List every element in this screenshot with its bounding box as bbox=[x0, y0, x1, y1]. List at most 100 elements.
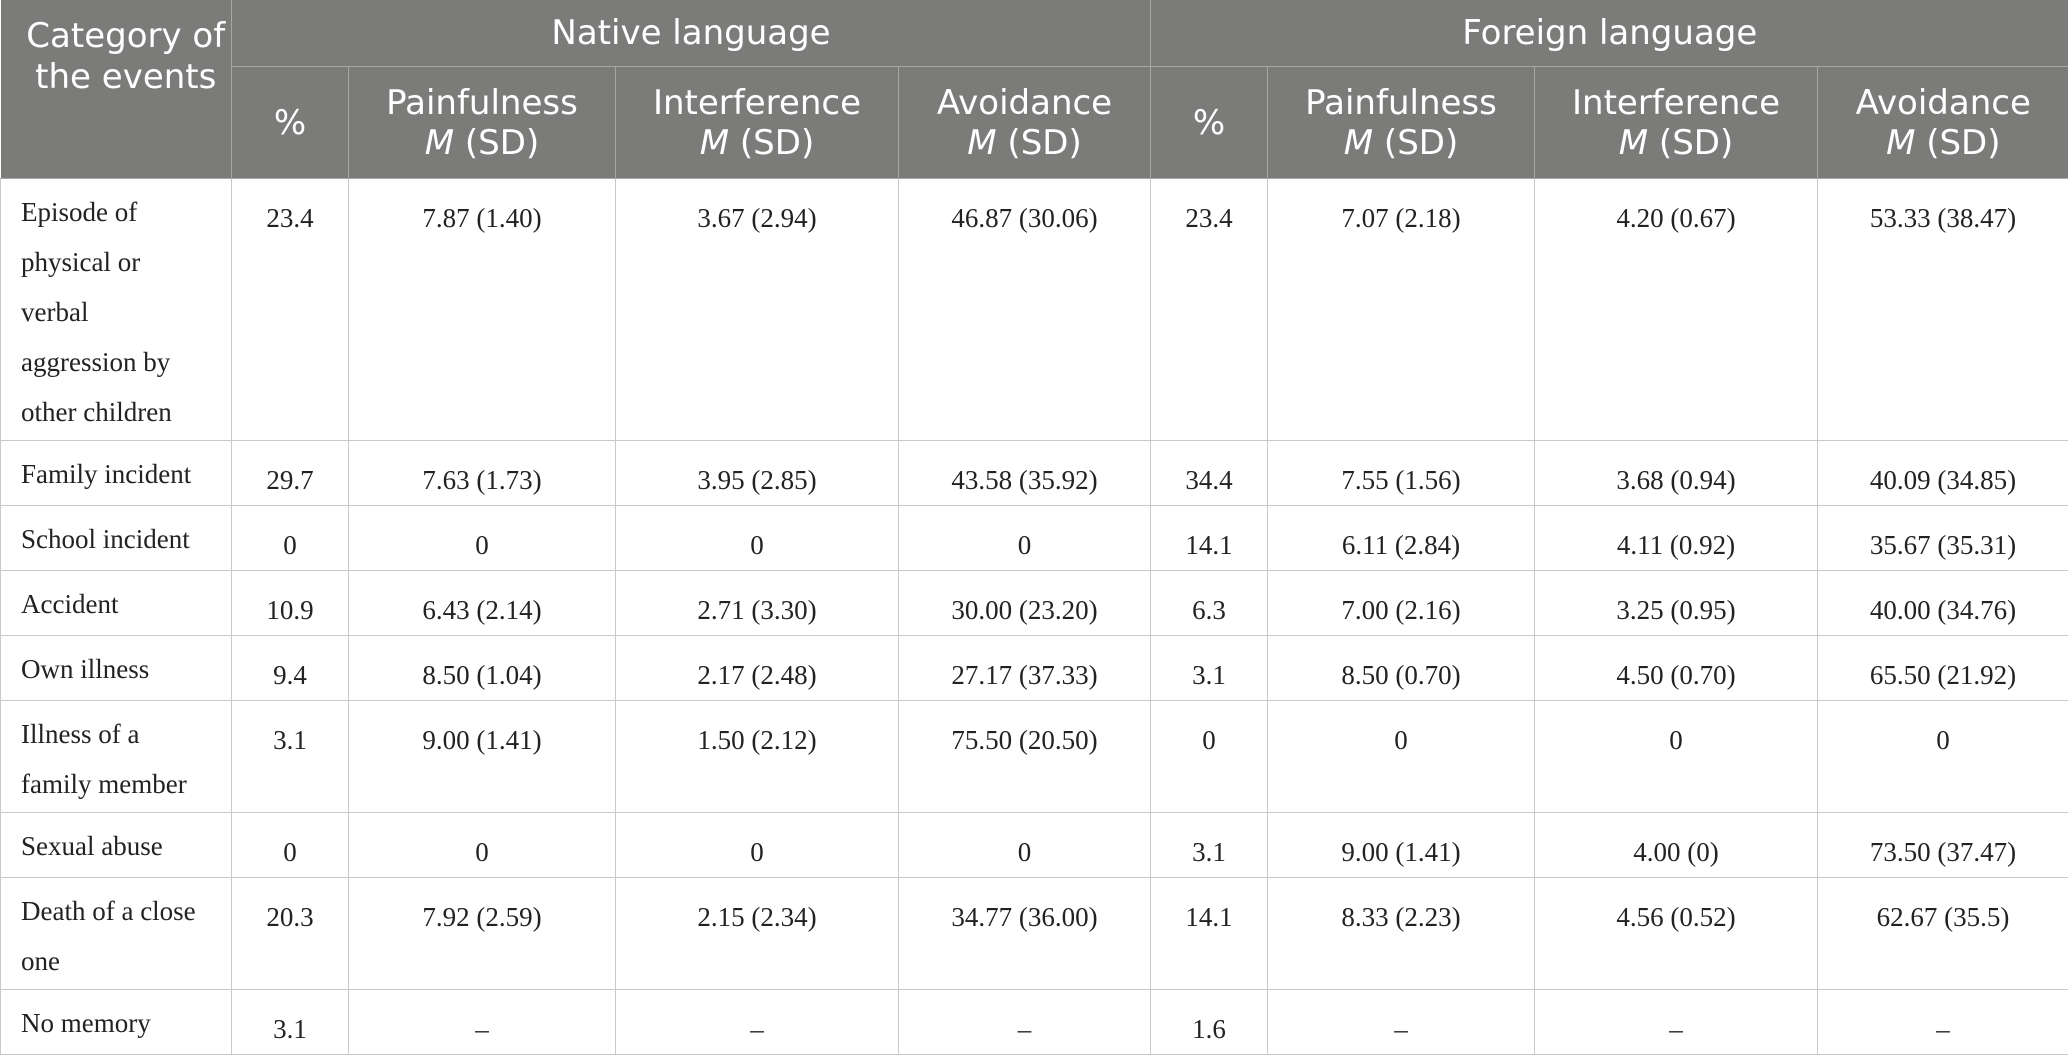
category-label: Episode of physical or verbal aggression… bbox=[21, 187, 201, 437]
table-cell: 7.92 (2.59) bbox=[349, 878, 616, 990]
table-cell: 40.09 (34.85) bbox=[1818, 441, 2068, 506]
table-cell: 0 bbox=[232, 813, 349, 878]
table-cell: 2.17 (2.48) bbox=[616, 636, 899, 701]
header-stat-rest: (SD) bbox=[1373, 123, 1458, 163]
table-cell: 53.33 (38.47) bbox=[1818, 179, 2068, 441]
table-cell: 3.1 bbox=[1151, 813, 1268, 878]
table-cell: 3.68 (0.94) bbox=[1535, 441, 1818, 506]
table-cell: 0 bbox=[1151, 701, 1268, 813]
table-cell: 0 bbox=[616, 506, 899, 571]
table-cell: 62.67 (35.5) bbox=[1818, 878, 2068, 990]
table-cell: 23.4 bbox=[1151, 179, 1268, 441]
category-label: Sexual abuse bbox=[21, 821, 223, 871]
table-cell: 3.95 (2.85) bbox=[616, 441, 899, 506]
table-cell: 1.50 (2.12) bbox=[616, 701, 899, 813]
header-group-native: Native language bbox=[232, 0, 1151, 67]
row-category: Episode of physical or verbal aggression… bbox=[1, 179, 232, 441]
table-cell: 0 bbox=[349, 813, 616, 878]
table-cell: 2.71 (3.30) bbox=[616, 571, 899, 636]
header-group-foreign: Foreign language bbox=[1151, 0, 2068, 67]
table-cell: 35.67 (35.31) bbox=[1818, 506, 2068, 571]
header-stat-rest: (SD) bbox=[729, 123, 814, 163]
header-label: Interference bbox=[653, 83, 861, 123]
table-cell: 23.4 bbox=[232, 179, 349, 441]
header-stat: M bbox=[967, 123, 996, 163]
row-category: Own illness bbox=[1, 636, 232, 701]
table-cell: 1.6 bbox=[1151, 990, 1268, 1055]
table-cell: 34.77 (36.00) bbox=[899, 878, 1151, 990]
table-cell: – bbox=[616, 990, 899, 1055]
header-stat-rest: (SD) bbox=[454, 123, 539, 163]
table-cell: 3.1 bbox=[232, 701, 349, 813]
table-cell: 9.4 bbox=[232, 636, 349, 701]
table-body: Episode of physical or verbal aggression… bbox=[1, 179, 2068, 1055]
header-native-percent: % bbox=[232, 67, 349, 179]
table-cell: 0 bbox=[899, 813, 1151, 878]
header-label: Painfulness bbox=[386, 83, 578, 123]
header-label: % bbox=[1193, 103, 1225, 143]
table-row: Accident 10.9 6.43 (2.14) 2.71 (3.30) 30… bbox=[1, 571, 2068, 636]
table-cell: 9.00 (1.41) bbox=[349, 701, 616, 813]
category-label: Accident bbox=[21, 579, 223, 629]
table-cell: 29.7 bbox=[232, 441, 349, 506]
table-cell: 8.33 (2.23) bbox=[1268, 878, 1535, 990]
row-category: Accident bbox=[1, 571, 232, 636]
table-cell: 7.55 (1.56) bbox=[1268, 441, 1535, 506]
row-category: Sexual abuse bbox=[1, 813, 232, 878]
table-cell: 9.00 (1.41) bbox=[1268, 813, 1535, 878]
table-row: Own illness 9.4 8.50 (1.04) 2.17 (2.48) … bbox=[1, 636, 2068, 701]
row-category: School incident bbox=[1, 506, 232, 571]
table-cell: 4.11 (0.92) bbox=[1535, 506, 1818, 571]
table-cell: 4.50 (0.70) bbox=[1535, 636, 1818, 701]
table-row: Episode of physical or verbal aggression… bbox=[1, 179, 2068, 441]
table-row: Death of a close one 20.3 7.92 (2.59) 2.… bbox=[1, 878, 2068, 990]
table-cell: 20.3 bbox=[232, 878, 349, 990]
table-cell: 3.1 bbox=[1151, 636, 1268, 701]
table-cell: 14.1 bbox=[1151, 878, 1268, 990]
header-label: % bbox=[274, 103, 306, 143]
table-cell: 7.63 (1.73) bbox=[349, 441, 616, 506]
table-cell: 7.07 (2.18) bbox=[1268, 179, 1535, 441]
table-header: Category of the events Native language F… bbox=[1, 0, 2068, 179]
header-stat-rest: (SD) bbox=[997, 123, 1082, 163]
table-cell: – bbox=[349, 990, 616, 1055]
header-stat: M bbox=[1619, 123, 1648, 163]
row-category: Family incident bbox=[1, 441, 232, 506]
table-cell: 43.58 (35.92) bbox=[899, 441, 1151, 506]
table-cell: – bbox=[1535, 990, 1818, 1055]
table-cell: 6.43 (2.14) bbox=[349, 571, 616, 636]
table-cell: 8.50 (1.04) bbox=[349, 636, 616, 701]
table-cell: 75.50 (20.50) bbox=[899, 701, 1151, 813]
table-cell: 0 bbox=[1268, 701, 1535, 813]
category-label: School incident bbox=[21, 514, 223, 564]
table-cell: 73.50 (37.47) bbox=[1818, 813, 2068, 878]
table-row: Family incident 29.7 7.63 (1.73) 3.95 (2… bbox=[1, 441, 2068, 506]
header-category: Category of the events bbox=[1, 0, 232, 179]
table-cell: 7.87 (1.40) bbox=[349, 179, 616, 441]
row-category: Death of a close one bbox=[1, 878, 232, 990]
row-category: No memory bbox=[1, 990, 232, 1055]
header-stat: M bbox=[425, 123, 454, 163]
table-cell: 3.25 (0.95) bbox=[1535, 571, 1818, 636]
table-cell: 6.3 bbox=[1151, 571, 1268, 636]
table-cell: 30.00 (23.20) bbox=[899, 571, 1151, 636]
table-row: School incident 0 0 0 0 14.1 6.11 (2.84)… bbox=[1, 506, 2068, 571]
header-label: Avoidance bbox=[1856, 83, 2031, 123]
category-label: Family incident bbox=[21, 449, 223, 499]
header-stat: M bbox=[1344, 123, 1373, 163]
table-cell: 4.20 (0.67) bbox=[1535, 179, 1818, 441]
table-row: Sexual abuse 0 0 0 0 3.1 9.00 (1.41) 4.0… bbox=[1, 813, 2068, 878]
table-cell: 2.15 (2.34) bbox=[616, 878, 899, 990]
header-row-groups: Category of the events Native language F… bbox=[1, 0, 2068, 67]
table-cell: 14.1 bbox=[1151, 506, 1268, 571]
header-label: Interference bbox=[1572, 83, 1780, 123]
table-cell: 3.67 (2.94) bbox=[616, 179, 899, 441]
category-label: Illness of a family member bbox=[21, 709, 191, 809]
table-cell: 7.00 (2.16) bbox=[1268, 571, 1535, 636]
